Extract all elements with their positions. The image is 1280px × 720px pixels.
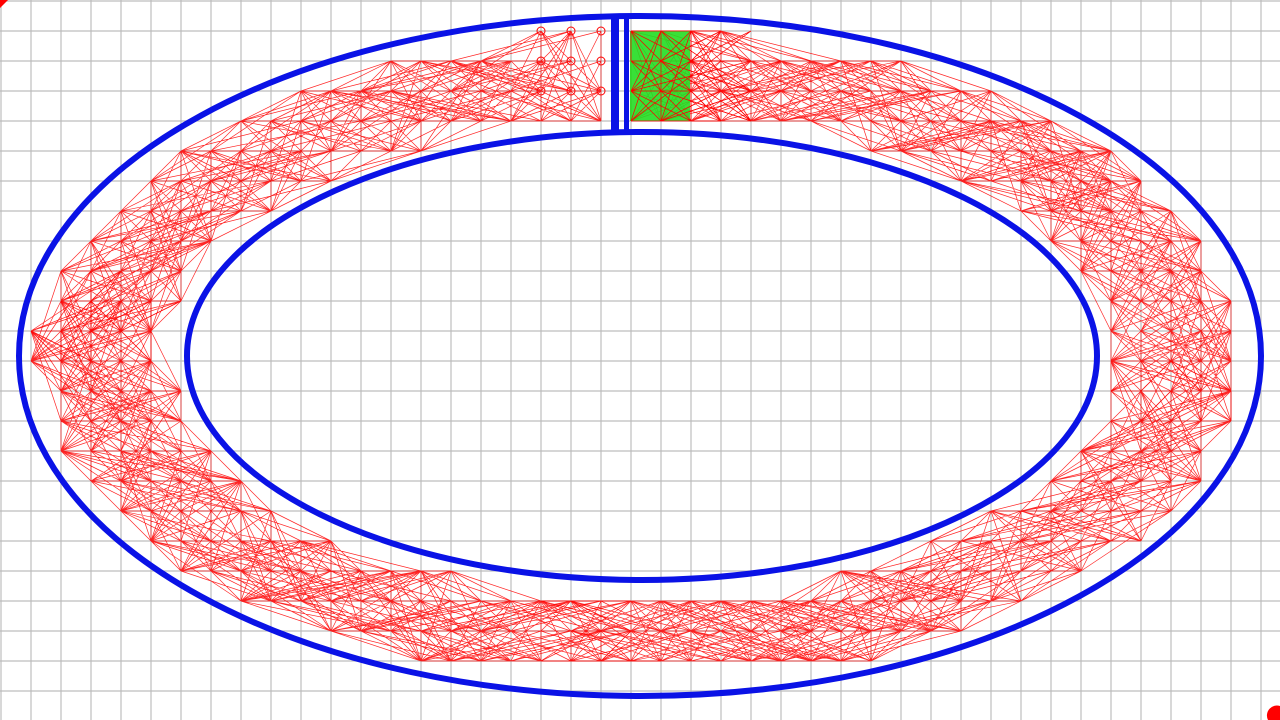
mesh-node [566, 26, 576, 36]
mesh-node [596, 26, 606, 36]
mesh-node [536, 26, 546, 36]
mesh-node [536, 56, 546, 66]
corner-marker-top-left [0, 0, 8, 8]
mesh-node [536, 86, 546, 96]
mesh-edges [540, 360, 1232, 662]
mesh-node [566, 86, 576, 96]
mesh-node [566, 56, 576, 66]
mesh-node [596, 56, 606, 66]
track-boundaries [16, 13, 1264, 699]
outer-boundary [16, 13, 1264, 699]
start-zone [630, 30, 752, 122]
mesh-edges [30, 300, 661, 662]
inner-boundary [184, 129, 1100, 583]
start-line-right [624, 14, 629, 132]
corner-marker-bottom-right [1266, 705, 1280, 720]
mesh-edges [690, 30, 1232, 422]
start-zone-edges [630, 30, 752, 122]
navigation-mesh [30, 26, 1232, 662]
start-line-left [611, 14, 619, 132]
start-zone-fill [630, 31, 690, 121]
mesh-edges [30, 270, 182, 392]
mesh-node [596, 86, 606, 96]
